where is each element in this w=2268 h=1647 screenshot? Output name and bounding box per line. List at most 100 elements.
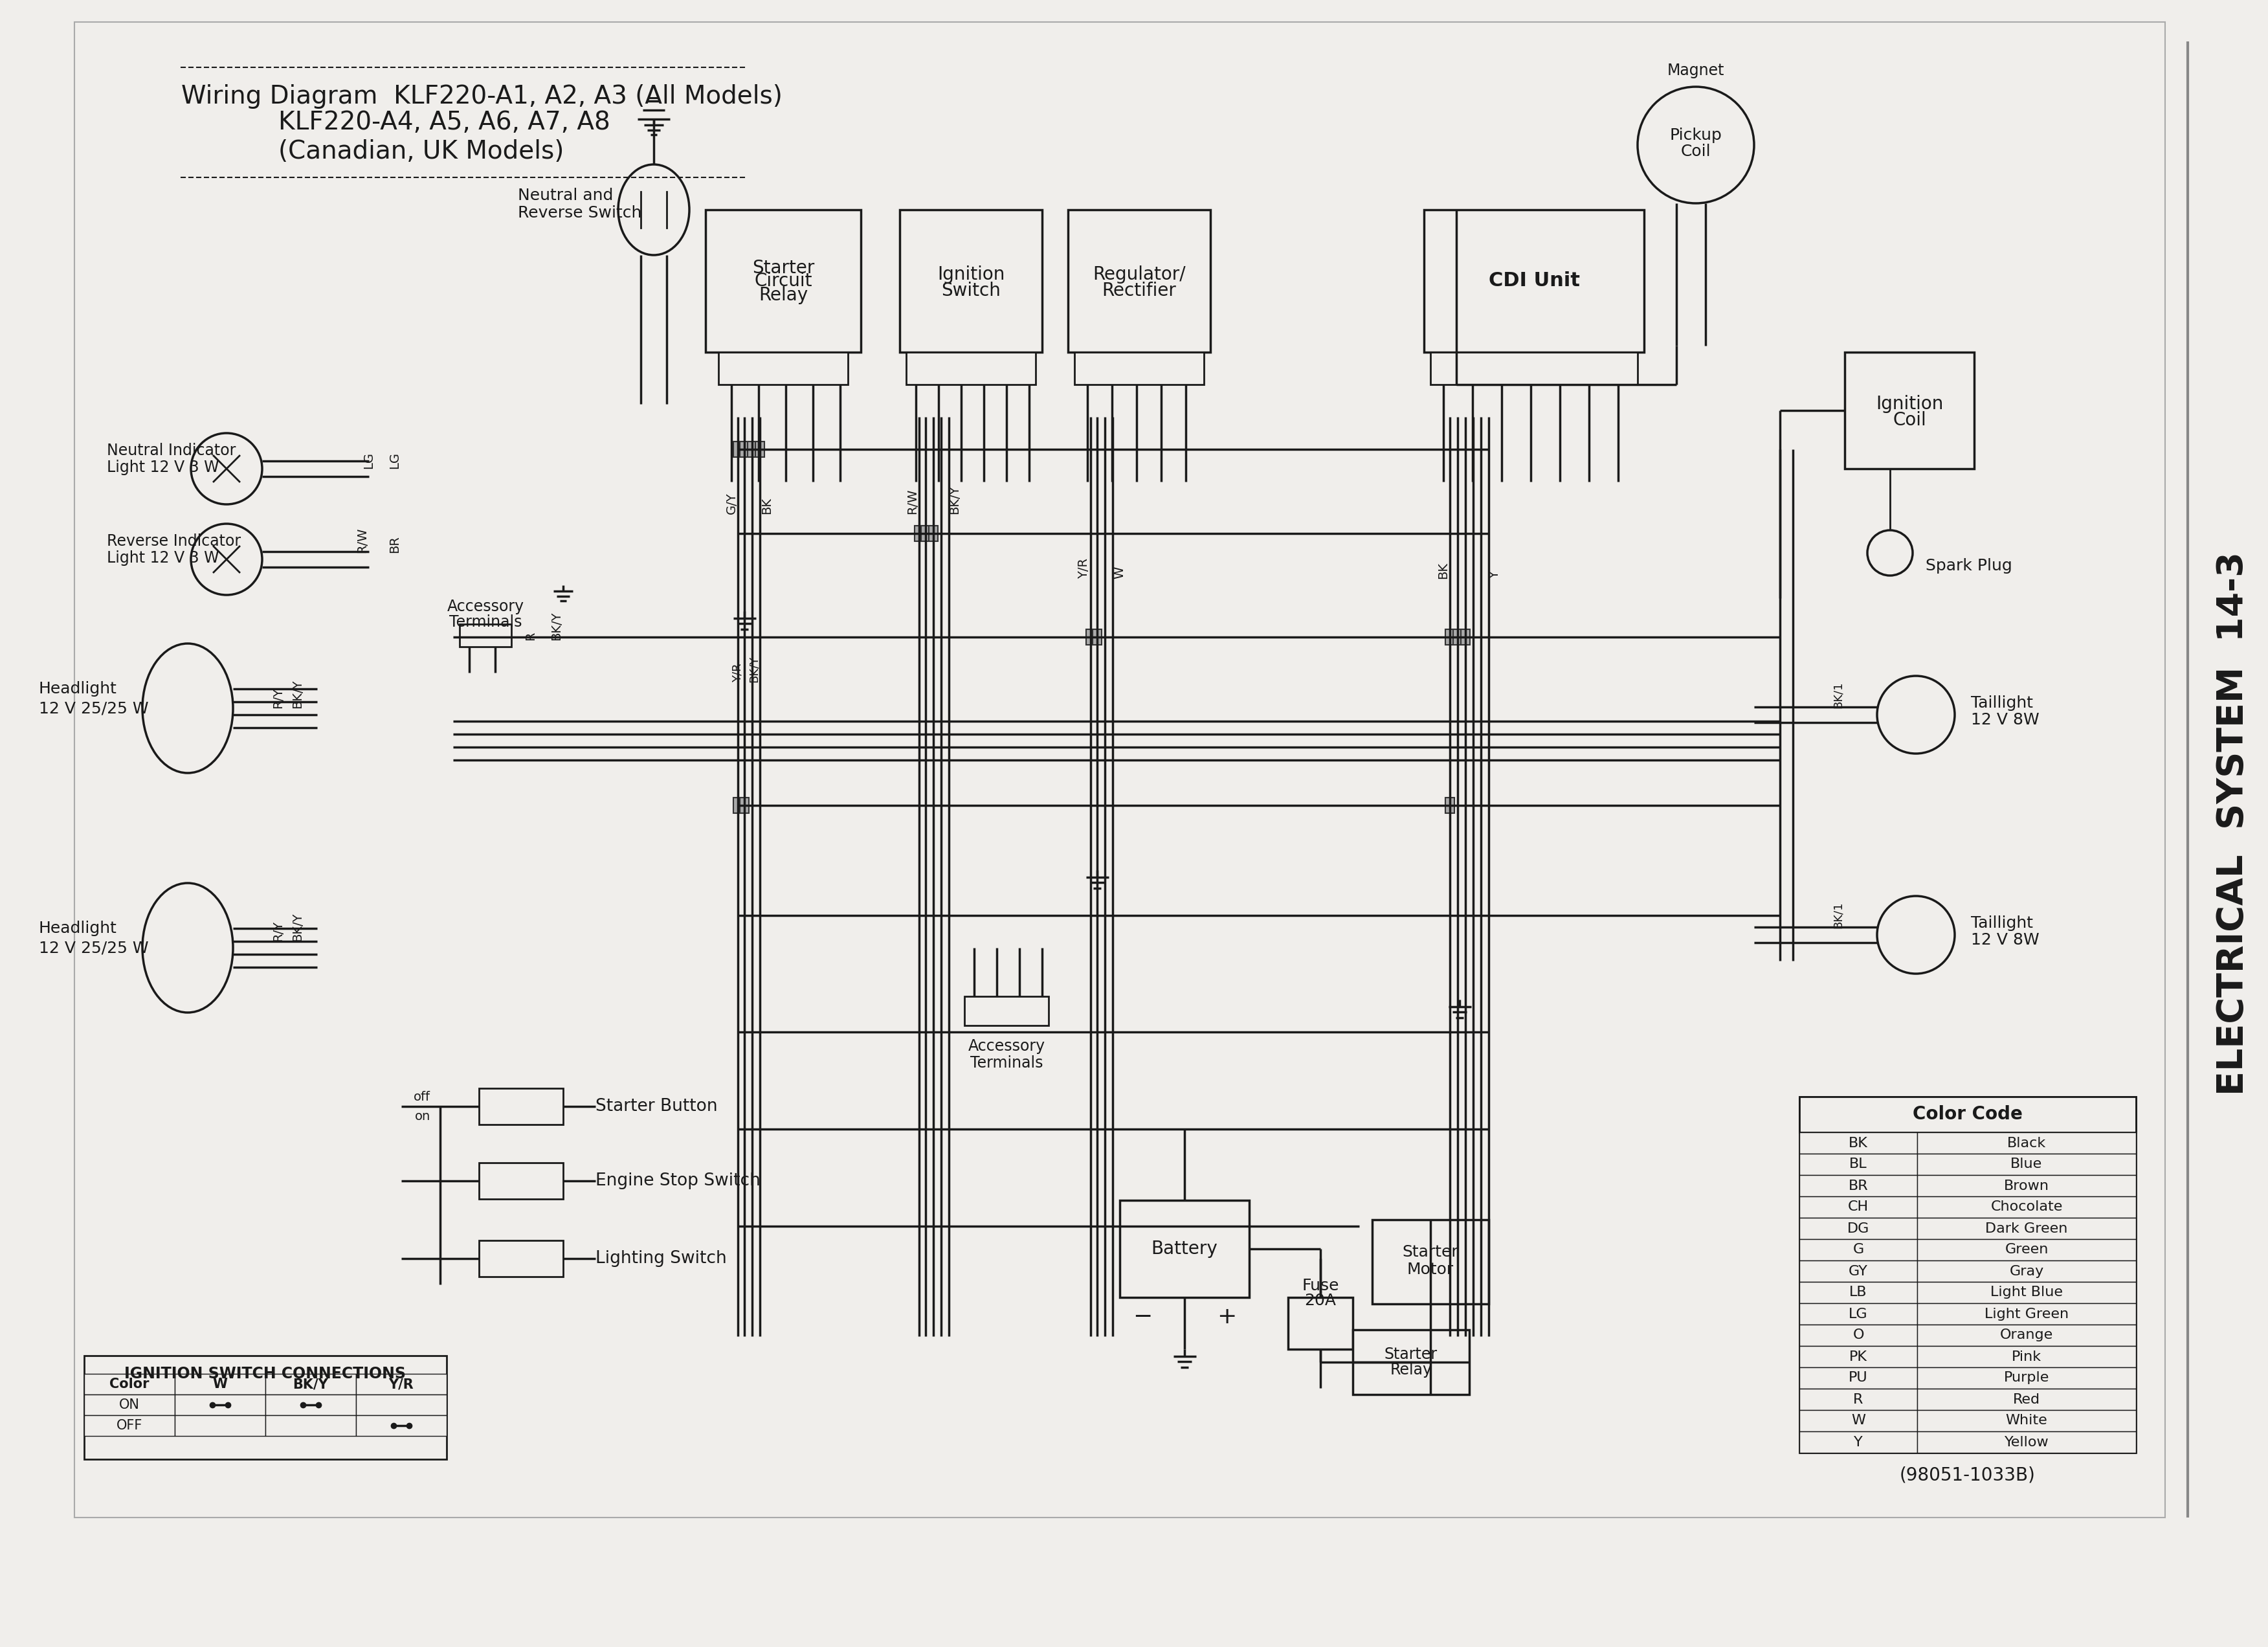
FancyBboxPatch shape — [1799, 1410, 1916, 1431]
FancyBboxPatch shape — [719, 352, 848, 384]
Text: Y/R: Y/R — [1077, 558, 1091, 578]
FancyBboxPatch shape — [84, 1355, 447, 1459]
Text: Terminals: Terminals — [971, 1056, 1043, 1071]
FancyBboxPatch shape — [460, 624, 510, 647]
Text: R: R — [1853, 1393, 1864, 1407]
FancyBboxPatch shape — [1916, 1346, 2136, 1367]
Text: Orange: Orange — [2000, 1329, 2053, 1342]
Text: BL: BL — [1848, 1158, 1867, 1171]
FancyBboxPatch shape — [705, 209, 862, 352]
Text: Light Blue: Light Blue — [1991, 1286, 2064, 1299]
Text: Reverse Indicator: Reverse Indicator — [107, 534, 240, 548]
Text: BK/1: BK/1 — [1833, 901, 1844, 929]
Text: Coil: Coil — [1681, 143, 1710, 160]
FancyBboxPatch shape — [479, 1163, 562, 1199]
Text: Y: Y — [1490, 572, 1501, 578]
Circle shape — [1867, 530, 1912, 575]
FancyBboxPatch shape — [1424, 209, 1644, 352]
Text: Wiring Diagram  KLF220-A1, A2, A3 (All Models): Wiring Diagram KLF220-A1, A2, A3 (All Mo… — [181, 84, 782, 109]
Text: 20A: 20A — [1304, 1293, 1336, 1308]
Text: Color: Color — [109, 1377, 150, 1390]
Text: O: O — [1853, 1329, 1864, 1342]
Text: Y: Y — [1853, 1436, 1862, 1449]
Text: Motor: Motor — [1406, 1262, 1454, 1278]
FancyBboxPatch shape — [356, 1415, 447, 1436]
FancyBboxPatch shape — [265, 1415, 356, 1436]
Ellipse shape — [143, 883, 234, 1013]
FancyBboxPatch shape — [1799, 1133, 1916, 1153]
FancyBboxPatch shape — [1916, 1196, 2136, 1217]
FancyBboxPatch shape — [733, 797, 742, 814]
Text: Red: Red — [2014, 1393, 2041, 1407]
Text: G/Y: G/Y — [726, 492, 737, 514]
FancyBboxPatch shape — [1916, 1239, 2136, 1260]
FancyBboxPatch shape — [356, 1374, 447, 1395]
Ellipse shape — [619, 165, 689, 255]
FancyBboxPatch shape — [356, 1395, 447, 1415]
Text: Y/R: Y/R — [733, 664, 744, 682]
Text: BK: BK — [1848, 1136, 1869, 1150]
Text: Battery: Battery — [1152, 1240, 1218, 1258]
Text: Color Code: Color Code — [1912, 1105, 2023, 1123]
Text: G: G — [1853, 1243, 1864, 1257]
FancyBboxPatch shape — [1454, 629, 1463, 646]
Text: PK: PK — [1848, 1351, 1867, 1364]
FancyBboxPatch shape — [733, 441, 742, 458]
Text: ELECTRICAL  SYSTEM  14-3: ELECTRICAL SYSTEM 14-3 — [2216, 552, 2250, 1095]
Text: Light Green: Light Green — [1984, 1308, 2068, 1321]
Text: Neutral and: Neutral and — [517, 188, 612, 203]
FancyBboxPatch shape — [1799, 1324, 1916, 1346]
FancyBboxPatch shape — [1799, 1367, 1916, 1388]
FancyBboxPatch shape — [1916, 1303, 2136, 1324]
Text: off: off — [413, 1090, 431, 1103]
Circle shape — [1637, 87, 1753, 203]
FancyBboxPatch shape — [1799, 1217, 1916, 1239]
Text: Switch: Switch — [941, 282, 1000, 300]
Text: BK/Y: BK/Y — [551, 611, 562, 641]
FancyBboxPatch shape — [755, 441, 764, 458]
FancyBboxPatch shape — [1799, 1097, 2136, 1453]
Text: BK/Y: BK/Y — [948, 486, 962, 514]
Text: Coil: Coil — [1894, 412, 1926, 430]
Ellipse shape — [143, 644, 234, 772]
Text: Reverse Switch: Reverse Switch — [517, 206, 642, 221]
Text: White: White — [2005, 1415, 2048, 1428]
FancyBboxPatch shape — [1799, 1153, 1916, 1174]
Text: 12 V 8W: 12 V 8W — [1971, 712, 2039, 728]
Text: 12 V 8W: 12 V 8W — [1971, 932, 2039, 947]
FancyBboxPatch shape — [479, 1089, 562, 1125]
Text: Light 12 V 3 W: Light 12 V 3 W — [107, 550, 220, 567]
Text: Y/R: Y/R — [388, 1377, 413, 1390]
Text: Accessory: Accessory — [968, 1039, 1046, 1054]
FancyBboxPatch shape — [1799, 1346, 1916, 1367]
FancyBboxPatch shape — [1916, 1388, 2136, 1410]
FancyBboxPatch shape — [175, 1374, 265, 1395]
FancyBboxPatch shape — [1916, 1281, 2136, 1303]
FancyBboxPatch shape — [1844, 352, 1973, 469]
FancyBboxPatch shape — [907, 352, 1036, 384]
Text: Magnet: Magnet — [1667, 63, 1724, 79]
FancyBboxPatch shape — [1916, 1153, 2136, 1174]
Text: BK/1: BK/1 — [1833, 682, 1844, 708]
Text: Ignition: Ignition — [1876, 395, 1944, 413]
Text: (Canadian, UK Models): (Canadian, UK Models) — [279, 140, 565, 163]
Text: Yellow: Yellow — [2005, 1436, 2048, 1449]
Text: Purple: Purple — [2005, 1372, 2050, 1385]
FancyBboxPatch shape — [1461, 629, 1470, 646]
Text: R/Y: R/Y — [272, 921, 284, 942]
Text: Green: Green — [2005, 1243, 2048, 1257]
FancyBboxPatch shape — [479, 1240, 562, 1276]
Text: Starter: Starter — [1402, 1245, 1458, 1260]
Text: Rectifier: Rectifier — [1102, 282, 1177, 300]
Circle shape — [191, 524, 263, 595]
Text: Headlight: Headlight — [39, 921, 118, 935]
FancyBboxPatch shape — [1352, 1329, 1470, 1395]
Text: Starter Button: Starter Button — [596, 1099, 717, 1115]
Text: BK/Y: BK/Y — [293, 1377, 329, 1390]
Text: Spark Plug: Spark Plug — [1926, 558, 2012, 573]
FancyBboxPatch shape — [914, 525, 923, 542]
Text: ON: ON — [120, 1398, 141, 1411]
Text: +: + — [1216, 1306, 1236, 1327]
Text: Taillight: Taillight — [1971, 916, 2032, 931]
FancyBboxPatch shape — [1799, 1388, 1916, 1410]
